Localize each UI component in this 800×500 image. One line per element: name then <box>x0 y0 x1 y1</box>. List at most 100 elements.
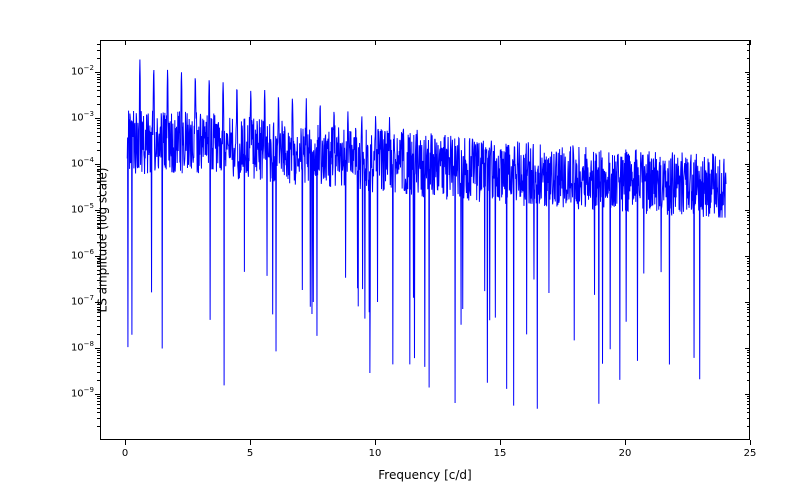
tick-mark <box>745 72 750 73</box>
tick-mark <box>97 104 100 105</box>
tick-mark <box>747 178 750 179</box>
tick-mark <box>747 136 750 137</box>
tick-mark <box>125 440 126 445</box>
tick-mark <box>375 440 376 445</box>
tick-mark <box>97 182 100 183</box>
tick-mark <box>747 366 750 367</box>
tick-label: 0 <box>122 448 128 459</box>
tick-mark <box>747 50 750 51</box>
tick-mark <box>97 316 100 317</box>
tick-mark <box>745 118 750 119</box>
tick-mark <box>747 352 750 353</box>
tick-mark <box>747 334 750 335</box>
tick-mark <box>747 212 750 213</box>
tick-mark <box>97 58 100 59</box>
tick-mark <box>747 44 750 45</box>
tick-mark <box>97 74 100 75</box>
tick-mark <box>747 355 750 356</box>
tick-mark <box>97 362 100 363</box>
tick-mark <box>97 334 100 335</box>
tick-mark <box>747 412 750 413</box>
tick-mark <box>747 224 750 225</box>
tick-mark <box>747 217 750 218</box>
tick-mark <box>97 174 100 175</box>
tick-mark <box>745 210 750 211</box>
tick-mark <box>747 380 750 381</box>
tick-mark <box>97 123 100 124</box>
tick-mark <box>95 72 100 73</box>
tick-mark <box>95 302 100 303</box>
tick-mark <box>747 426 750 427</box>
tick-mark <box>747 196 750 197</box>
tick-mark <box>97 396 100 397</box>
tick-mark <box>97 234 100 235</box>
tick-mark <box>747 220 750 221</box>
tick-mark <box>97 404 100 405</box>
tick-mark <box>747 104 750 105</box>
tick-mark <box>747 58 750 59</box>
figure: Frequency [c/d] LS amplitude (log scale)… <box>0 0 800 500</box>
tick-mark <box>747 82 750 83</box>
tick-mark <box>97 309 100 310</box>
tick-mark <box>97 79 100 80</box>
tick-mark <box>747 307 750 308</box>
periodogram-line <box>101 41 751 441</box>
tick-mark <box>97 312 100 313</box>
tick-mark <box>747 96 750 97</box>
tick-mark <box>747 215 750 216</box>
tick-mark <box>97 307 100 308</box>
tick-mark <box>97 220 100 221</box>
tick-label: 10−2 <box>66 67 94 78</box>
tick-mark <box>745 256 750 257</box>
tick-mark <box>97 166 100 167</box>
tick-mark <box>97 128 100 129</box>
tick-mark <box>747 123 750 124</box>
tick-mark <box>125 40 126 45</box>
tick-mark <box>500 40 501 45</box>
tick-mark <box>747 304 750 305</box>
tick-mark <box>97 178 100 179</box>
tick-mark <box>97 418 100 419</box>
tick-mark <box>97 224 100 225</box>
tick-mark <box>97 217 100 218</box>
tick-mark <box>97 270 100 271</box>
tick-mark <box>747 79 750 80</box>
tick-mark <box>97 408 100 409</box>
periodogram-path <box>127 60 726 409</box>
tick-mark <box>97 196 100 197</box>
tick-mark <box>747 362 750 363</box>
tick-mark <box>747 171 750 172</box>
tick-mark <box>747 266 750 267</box>
tick-mark <box>747 125 750 126</box>
tick-mark <box>745 302 750 303</box>
tick-mark <box>97 320 100 321</box>
tick-mark <box>747 166 750 167</box>
tick-mark <box>97 398 100 399</box>
tick-mark <box>745 164 750 165</box>
tick-mark <box>747 274 750 275</box>
tick-mark <box>97 136 100 137</box>
tick-mark <box>625 440 626 445</box>
tick-mark <box>97 426 100 427</box>
tick-mark <box>97 82 100 83</box>
tick-mark <box>747 234 750 235</box>
tick-mark <box>97 86 100 87</box>
tick-mark <box>747 90 750 91</box>
tick-mark <box>747 258 750 259</box>
tick-mark <box>97 280 100 281</box>
tick-mark <box>747 350 750 351</box>
tick-mark <box>97 358 100 359</box>
tick-mark <box>375 40 376 45</box>
tick-mark <box>97 401 100 402</box>
tick-mark <box>747 326 750 327</box>
tick-mark <box>747 404 750 405</box>
tick-label: 10−6 <box>66 251 94 262</box>
tick-label: 10−9 <box>66 389 94 400</box>
tick-mark <box>625 40 626 45</box>
tick-mark <box>97 132 100 133</box>
tick-label: 10−3 <box>66 113 94 124</box>
tick-mark <box>97 150 100 151</box>
tick-mark <box>500 440 501 445</box>
tick-label: 10−7 <box>66 297 94 308</box>
tick-mark <box>97 266 100 267</box>
